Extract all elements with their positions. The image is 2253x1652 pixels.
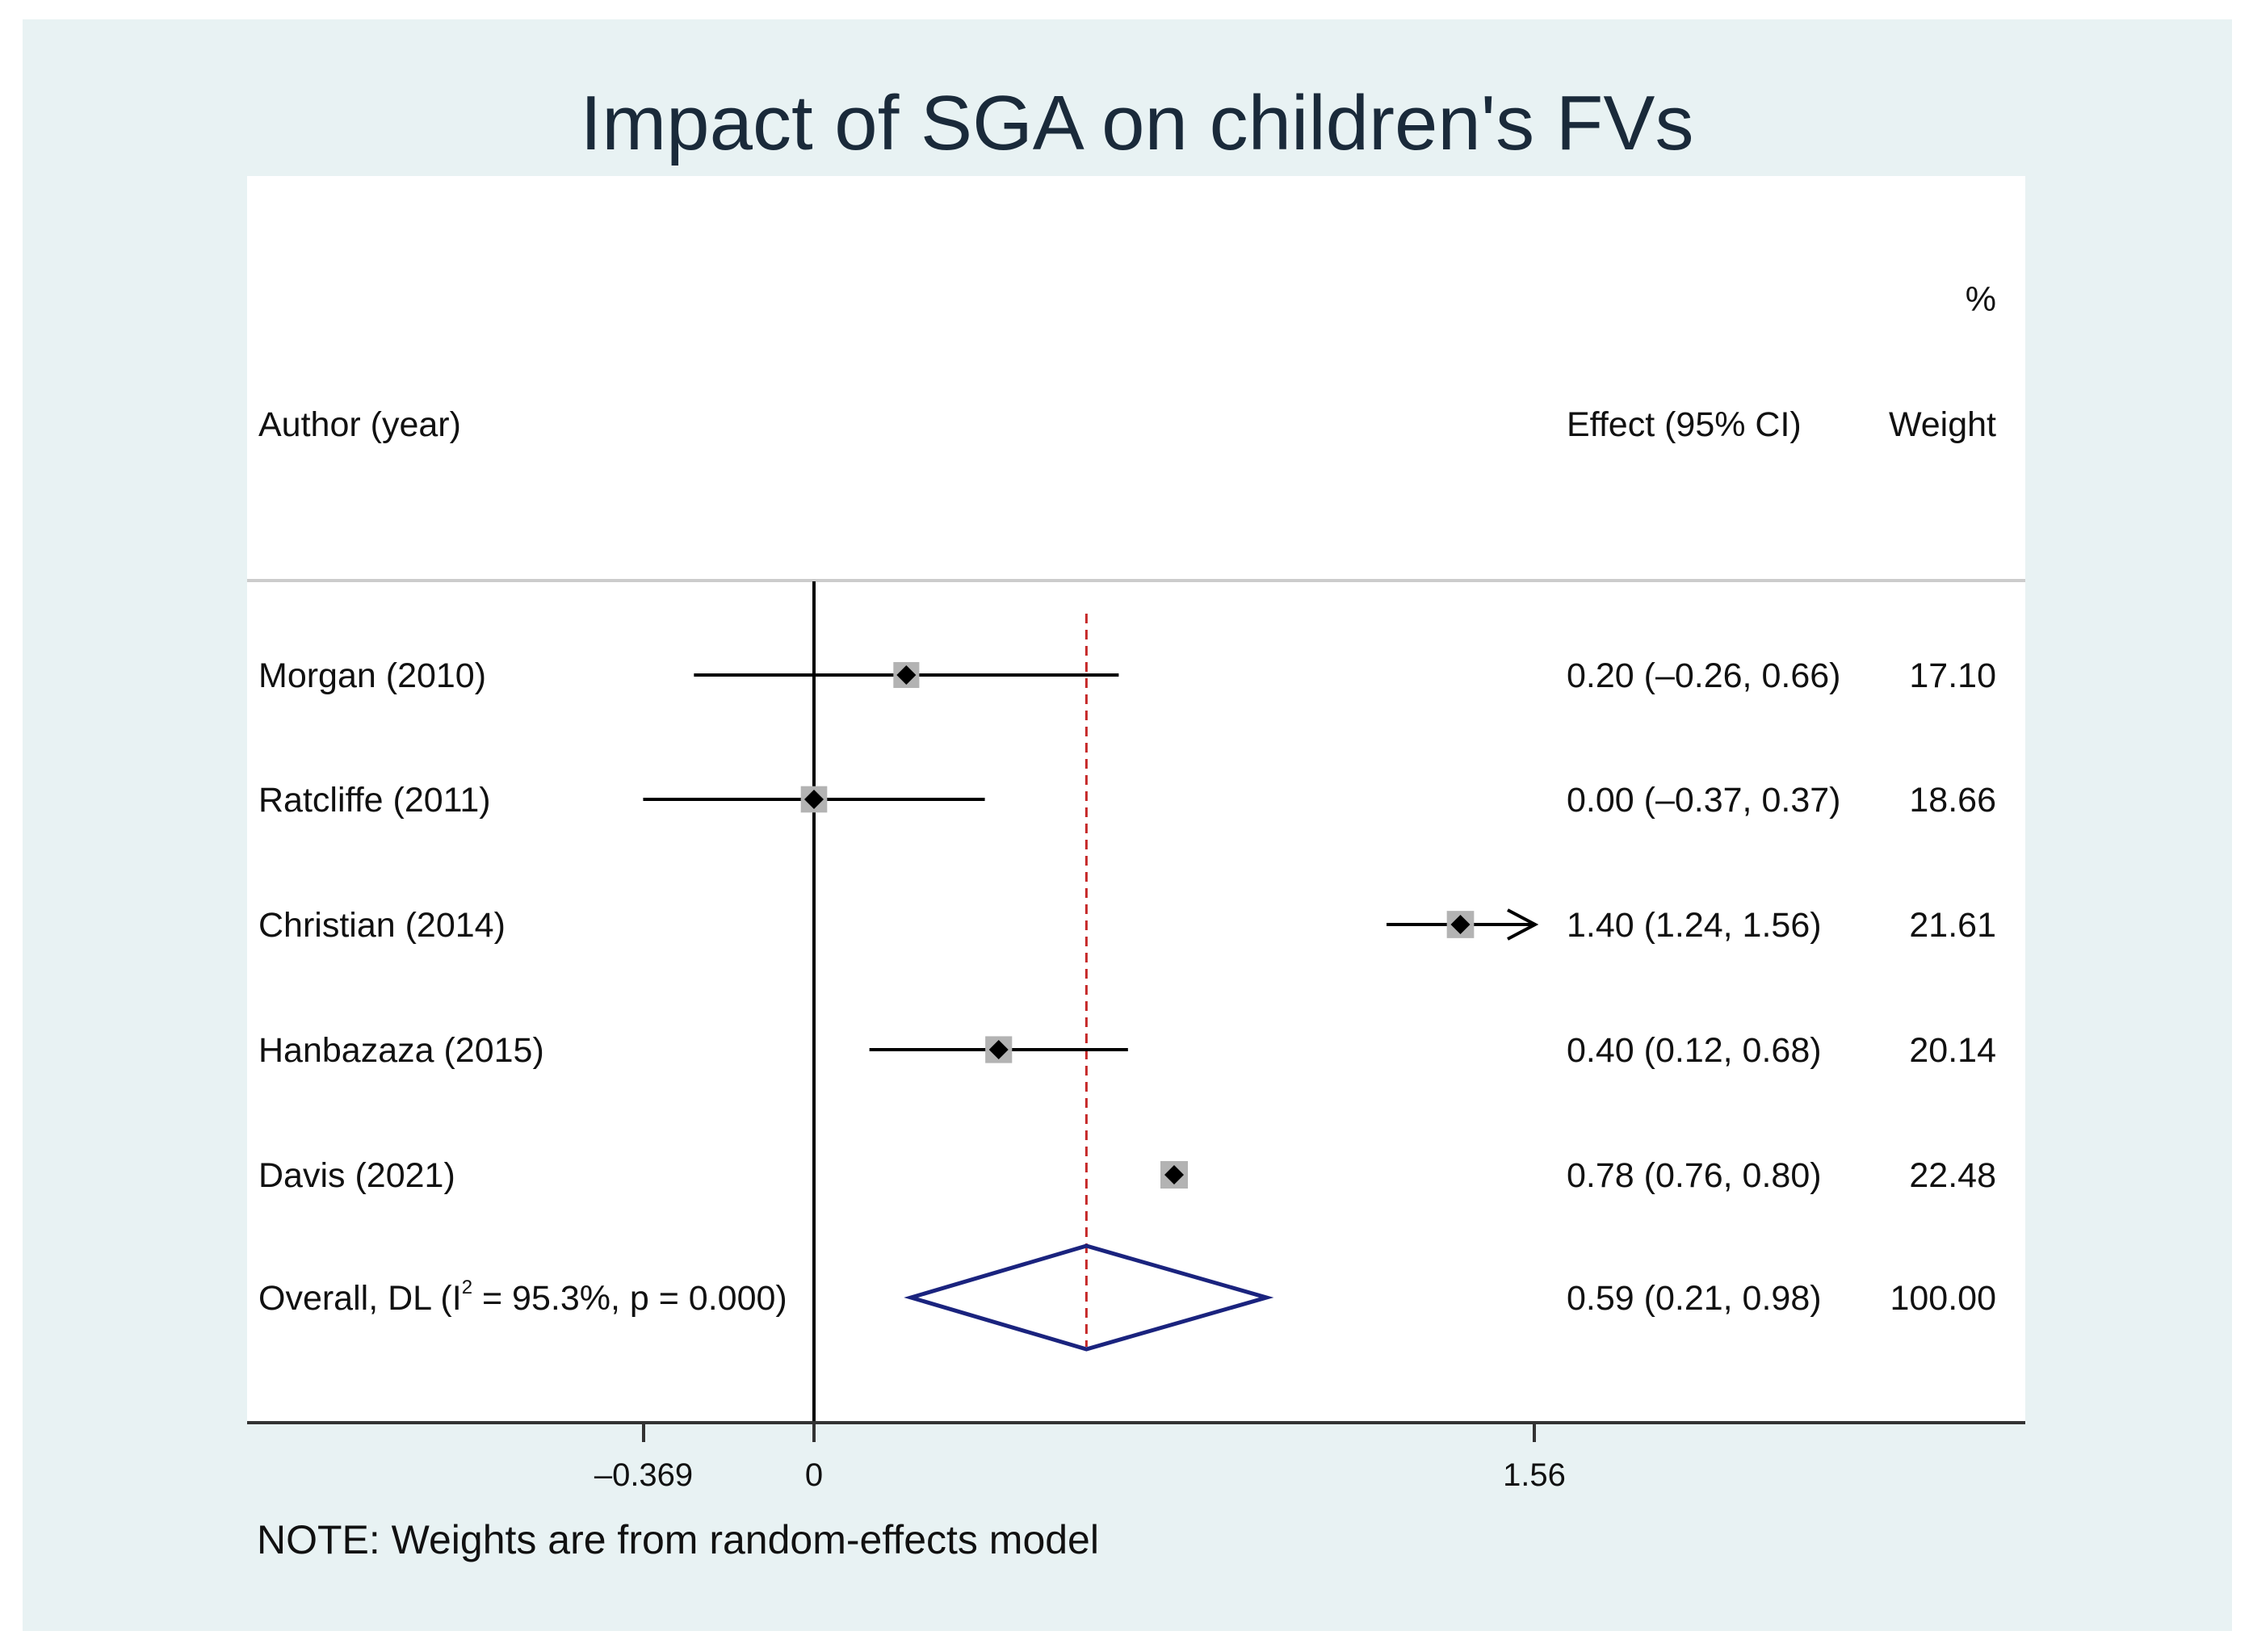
study-weight-text: 18.66 <box>1909 781 1996 820</box>
point-estimate <box>1450 915 1471 934</box>
overall-ci-text: 0.59 (0.21, 0.98) <box>1567 1279 1822 1318</box>
x-tick-label: –0.369 <box>594 1457 693 1493</box>
study-label: Christian (2014) <box>258 906 506 945</box>
plot-region <box>247 176 2025 1424</box>
header-study: Author (year) <box>258 405 461 444</box>
study-weight-text: 21.61 <box>1909 906 1996 945</box>
point-estimate <box>896 665 917 685</box>
overall-diamond <box>904 1243 1274 1352</box>
point-estimate <box>988 1040 1009 1059</box>
study-ci-text: 0.40 (0.12, 0.68) <box>1567 1031 1822 1070</box>
study-rows: Morgan (2010) 0.20 (–0.26, 0.66) 17.10 Ratc… <box>258 581 1996 1423</box>
x-tick-label: 1.56 <box>1503 1457 1566 1493</box>
x-tick-label: 0 <box>805 1457 823 1493</box>
point-estimate <box>804 790 824 809</box>
study-ci-text: 0.00 (–0.37, 0.37) <box>1567 781 1840 820</box>
ci-arrow <box>1507 908 1539 941</box>
header-weight: Weight <box>1889 405 1996 444</box>
overall-label: Overall, DL (I2 = 95.3%, p = 0.000) <box>258 1277 787 1318</box>
point-estimate <box>1164 1165 1184 1184</box>
overall-weight-text: 100.00 <box>1890 1279 1996 1318</box>
study-ci-text: 1.40 (1.24, 1.56) <box>1567 906 1822 945</box>
study-weight-text: 20.14 <box>1909 1031 1996 1070</box>
study-label: Hanbazaza (2015) <box>258 1031 544 1070</box>
study-ci-text: 0.78 (0.76, 0.80) <box>1567 1156 1822 1195</box>
header-effect: Effect (95% CI) <box>1567 405 1802 444</box>
study-weight-text: 22.48 <box>1909 1156 1996 1195</box>
study-label: Ratcliffe (2011) <box>258 781 491 820</box>
x-axis-ticks: –0.369 0 1.56 <box>594 1423 1566 1493</box>
study-ci-text: 0.20 (–0.26, 0.66) <box>1567 656 1840 695</box>
footnote: NOTE: Weights are from random-effects mo… <box>257 1517 1099 1562</box>
chart-title: Impact of SGA on children's FVs <box>581 80 1694 166</box>
study-label: Morgan (2010) <box>258 656 486 695</box>
header-weight-percent: % <box>1966 280 1996 319</box>
study-weight-text: 17.10 <box>1909 656 1996 695</box>
study-label: Davis (2021) <box>258 1156 455 1195</box>
